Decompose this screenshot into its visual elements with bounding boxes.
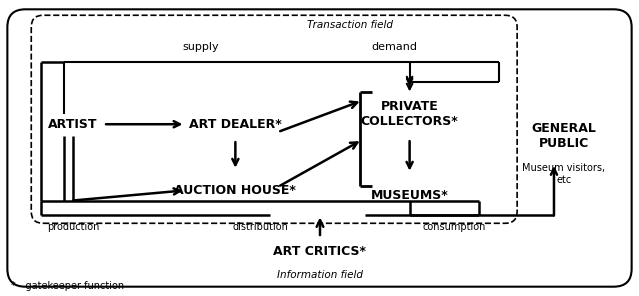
Text: consumption: consumption	[423, 222, 486, 232]
Text: PRIVATE
COLLECTORS*: PRIVATE COLLECTORS*	[361, 100, 458, 128]
Text: ART CRITICS*: ART CRITICS*	[273, 244, 367, 258]
Text: * - gatekeeper function: * - gatekeeper function	[12, 281, 125, 291]
Text: AUCTION HOUSE*: AUCTION HOUSE*	[174, 184, 296, 197]
Text: production: production	[47, 222, 99, 232]
Text: MUSEUMS*: MUSEUMS*	[371, 189, 449, 202]
Text: Transaction field: Transaction field	[307, 20, 393, 30]
Text: ARTIST: ARTIST	[49, 118, 98, 131]
Text: distribution: distribution	[233, 222, 288, 232]
Text: Museum visitors,
etc: Museum visitors, etc	[522, 163, 606, 185]
Text: demand: demand	[372, 42, 418, 52]
Text: Information field: Information field	[277, 270, 363, 280]
Text: supply: supply	[182, 42, 219, 52]
Text: ART DEALER*: ART DEALER*	[189, 118, 282, 131]
Text: GENERAL
PUBLIC: GENERAL PUBLIC	[532, 122, 596, 150]
